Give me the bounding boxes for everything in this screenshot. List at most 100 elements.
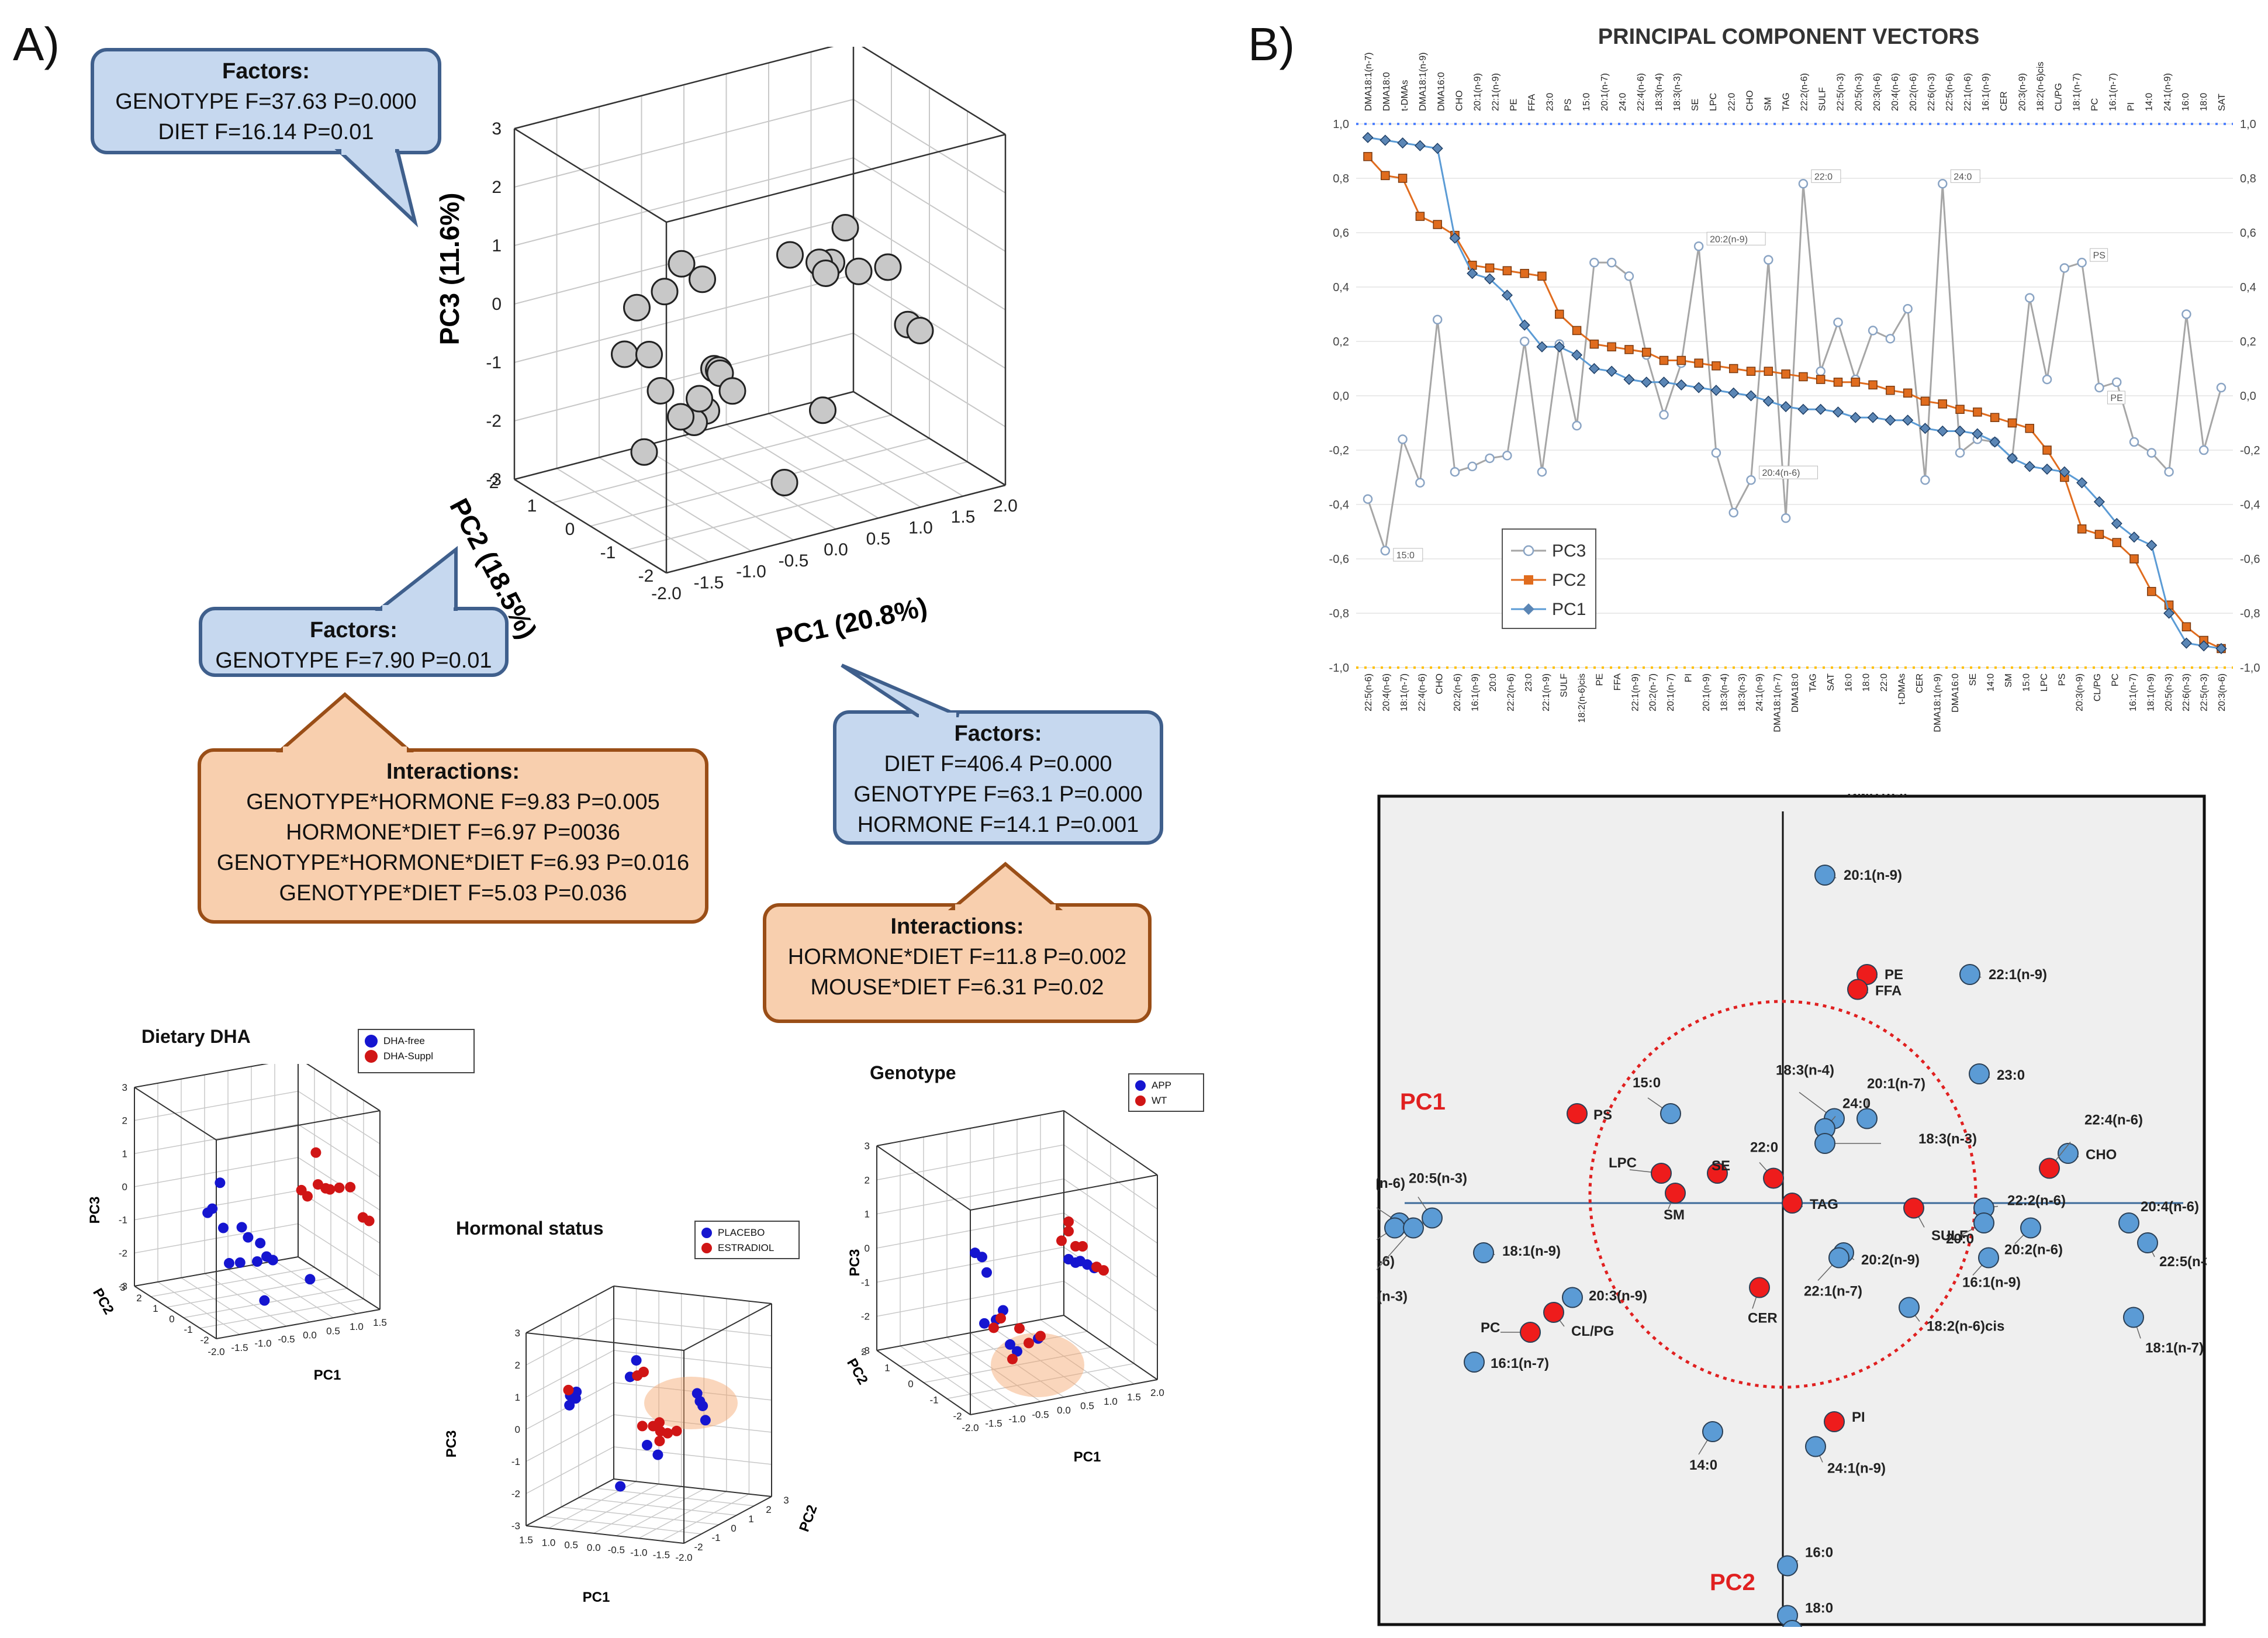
- pc2-marker: [1764, 367, 1773, 376]
- data-point-blue: [979, 1318, 990, 1329]
- top-category-label: 22:2(n-6): [1800, 73, 1810, 111]
- z-tick-label: 1: [515, 1392, 520, 1403]
- grid-line: [613, 1446, 772, 1465]
- box-edge: [683, 1303, 772, 1351]
- top-category-label: DMA18:1(n-7): [1364, 53, 1374, 111]
- grid-line: [525, 1318, 614, 1366]
- x-tick-label: 0.5: [866, 529, 891, 548]
- legend-dot-blue: [701, 1228, 712, 1238]
- data-point-blue: [236, 1222, 247, 1233]
- loading-point-red: [1567, 1103, 1588, 1124]
- point-label-box: [1950, 169, 1980, 183]
- pc3-marker: [1833, 317, 1843, 327]
- x-tick-label: 2.0: [1150, 1387, 1164, 1398]
- x-tick-label: -0.5: [779, 551, 809, 571]
- grid-line: [638, 1491, 727, 1539]
- pc1-marker: [1745, 390, 1757, 402]
- loading-point-blue: [1973, 1212, 1994, 1233]
- x-tick-label: 2.0: [993, 496, 1018, 516]
- legend-dot-red: [1135, 1096, 1146, 1106]
- main-3d-scatter: -2.0-1.5-1.0-0.50.00.51.01.52.0-2-1012-3…: [434, 47, 1018, 653]
- pc2-marker: [1415, 212, 1425, 221]
- loading-point-blue: [1814, 865, 1835, 886]
- data-point: [623, 293, 651, 322]
- box-edge: [613, 1478, 772, 1497]
- pc2-marker: [1920, 396, 1930, 406]
- y-tick-label: -1: [711, 1532, 720, 1543]
- bottom-category-label: 14:0: [1986, 673, 1996, 692]
- pc1-marker: [1414, 140, 1426, 151]
- grid-line: [616, 1488, 704, 1536]
- data-point-blue: [998, 1305, 1008, 1316]
- callout-line: DIET F=16.14 P=0.01: [158, 120, 374, 144]
- callout-factors-3: Factors: DIET F=406.4 P=0.000 GENOTYPE F…: [833, 710, 1163, 845]
- point-label: 22:5(n-6): [1377, 1176, 1405, 1191]
- bottom-category-label: 22:1(n-9): [1630, 673, 1640, 711]
- bottom-category-label: 18:0: [1862, 673, 1872, 692]
- bottom-category-label: 22:5(n-3): [2200, 673, 2210, 711]
- pc1-marker: [1849, 412, 1861, 423]
- callout-tail: [841, 664, 960, 718]
- pc1-marker: [2059, 466, 2070, 478]
- z-tick-label: 0: [515, 1424, 520, 1435]
- loading-point-red: [2039, 1157, 2060, 1179]
- top-category-label: SM: [1763, 97, 1773, 111]
- pc2-line: [1367, 155, 2222, 649]
- pc3-marker: [2111, 377, 2122, 387]
- grid-line: [596, 1488, 755, 1506]
- point-label: 20:1(n-9): [1844, 868, 1902, 883]
- data-point-blue: [652, 1449, 663, 1460]
- z-tick-label: 1: [492, 236, 502, 255]
- pc1-marker: [2198, 640, 2210, 652]
- pc2-marker: [1381, 171, 1390, 181]
- pc1-marker: [1380, 134, 1391, 146]
- top-category-label: 18:2(n-6)cis: [2035, 62, 2045, 111]
- top-category-label: 20:1(n-7): [1600, 73, 1610, 111]
- pc3-marker: [1885, 334, 1896, 344]
- loading-point-blue: [2118, 1212, 2139, 1233]
- bottom-category-label: 16:0: [1844, 673, 1854, 692]
- pc2-marker: [1537, 271, 1547, 281]
- bottom-category-label: 16:1(n-7): [2128, 673, 2138, 711]
- pc1-marker: [1449, 232, 1461, 244]
- y-tick-label: 0,2: [1333, 336, 1349, 348]
- x-tick-label: -1.0: [736, 562, 766, 582]
- pc3-marker: [1502, 451, 1512, 461]
- x-tick-label: 1.5: [373, 1317, 387, 1328]
- box-edge: [216, 1309, 381, 1339]
- point-label: 22:4(n-6): [2084, 1112, 2143, 1128]
- pc2-marker: [1589, 339, 1599, 349]
- top-category-label: 22:1(n-9): [1491, 73, 1501, 111]
- x-tick-label: 1.0: [908, 519, 933, 538]
- box-edge: [134, 1064, 269, 1088]
- pc2-marker: [1641, 347, 1651, 357]
- data-point-red: [988, 1322, 999, 1333]
- pc1-marker: [2076, 477, 2088, 489]
- loading-point-blue: [1959, 964, 1980, 985]
- top-category-label: 22:5(n-6): [1945, 73, 1955, 111]
- point-label: 22:1(n-7): [1804, 1284, 1862, 1300]
- pc3-marker: [1955, 448, 1965, 458]
- loading-point-blue: [1403, 1217, 1424, 1239]
- bottom-category-label: SULF: [1560, 673, 1569, 697]
- y-tick-label: 0: [565, 520, 575, 539]
- y-tick-label: -0,8: [1329, 607, 1349, 620]
- pc3-marker: [1780, 513, 1791, 523]
- correlation-circle: [1588, 1000, 1977, 1389]
- pc2-marker: [1520, 269, 1529, 278]
- pc1-marker: [1728, 387, 1740, 399]
- top-category-label: DMA18:1(n-9): [1418, 53, 1428, 111]
- point-label: PS: [2093, 251, 2105, 261]
- pc1-line: [1367, 136, 2222, 649]
- box-edge: [666, 133, 1006, 223]
- top-category-label: PE: [1509, 99, 1519, 111]
- pc3-marker: [1868, 326, 1878, 336]
- z-tick-label: 3: [865, 1141, 870, 1152]
- top-category-label: 24:1(n-9): [2163, 73, 2173, 111]
- box-edge: [134, 1087, 217, 1141]
- x-tick-label: -1.5: [694, 573, 724, 592]
- pc2-marker: [1886, 385, 1895, 395]
- bottom-category-label: 18:2(n-6)cis: [1577, 673, 1587, 723]
- top-category-label: 14:0: [2145, 93, 2155, 111]
- loading-point-red: [1543, 1302, 1564, 1323]
